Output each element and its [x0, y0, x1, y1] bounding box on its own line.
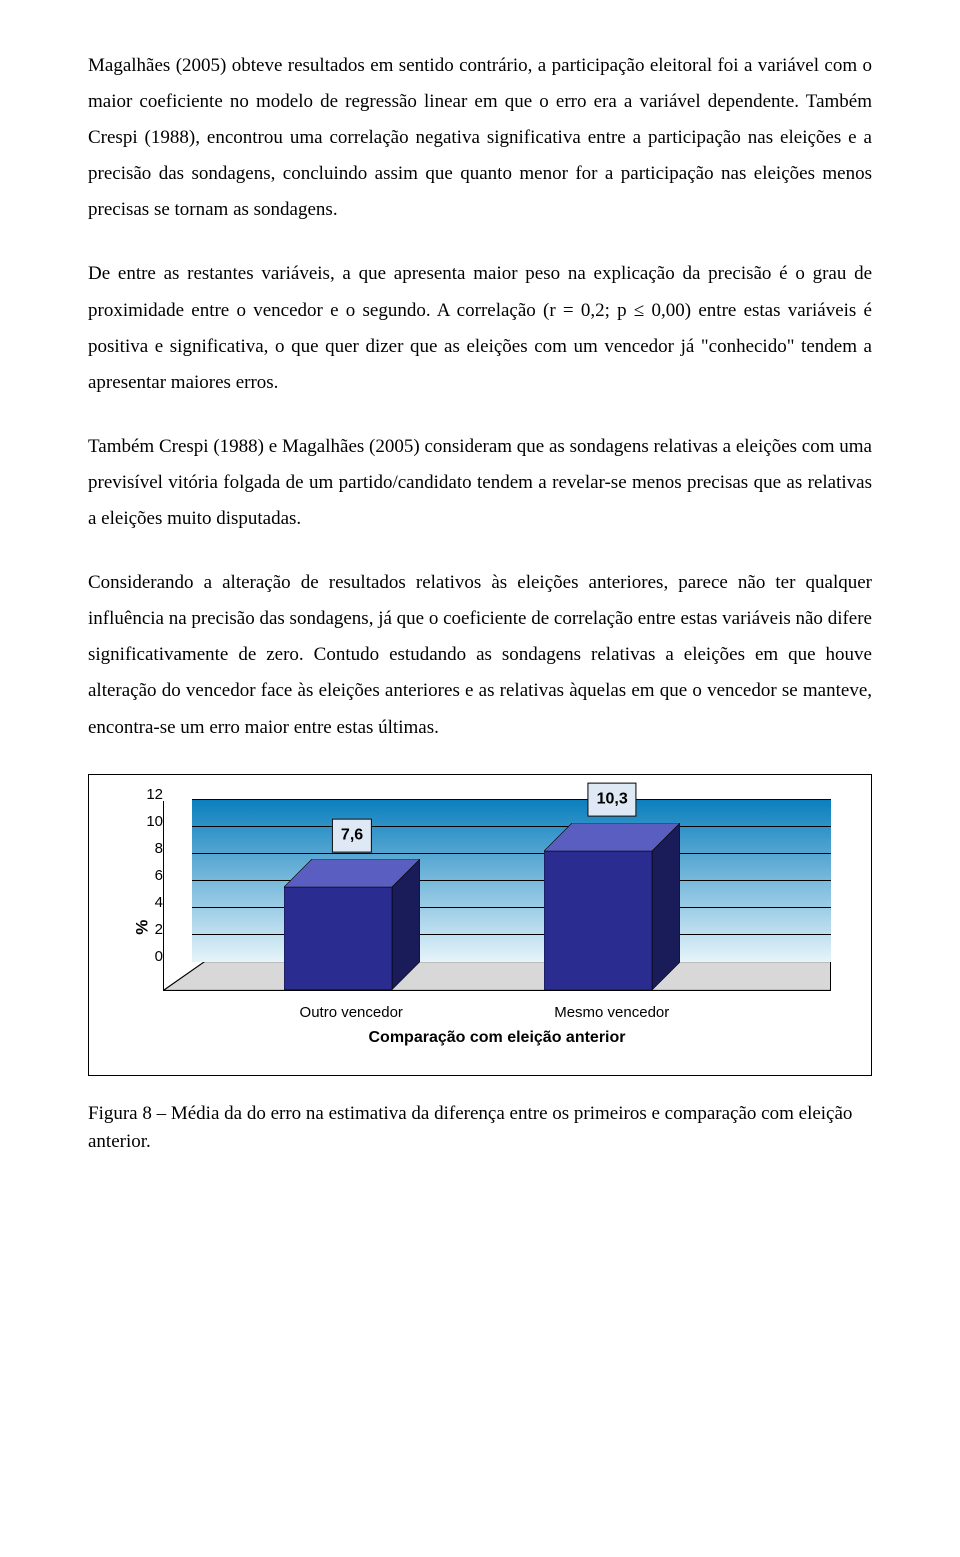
chart-ytick-label: 6: [155, 862, 163, 891]
paragraph-1: Magalhães (2005) obteve resultados em se…: [88, 48, 872, 228]
paragraph-3: Também Crespi (1988) e Magalhães (2005) …: [88, 429, 872, 537]
chart-ytick-label: 8: [155, 835, 163, 864]
chart-plot-area: 7,6 10,3: [163, 801, 831, 991]
chart-floor: [164, 962, 831, 990]
chart-ytick-label: 10: [146, 808, 163, 837]
chart-gridline: [192, 799, 831, 800]
paragraph-2: De entre as restantes variáveis, a que a…: [88, 256, 872, 400]
chart-ytick-label: 4: [155, 889, 163, 918]
chart-bar: 7,6: [284, 859, 420, 990]
bar-chart: % 121086420 7,610,3 Outro vencedorMesmo …: [88, 774, 872, 1076]
chart-ytick-label: 0: [155, 943, 163, 972]
chart-xtick-label: Mesmo vencedor: [544, 999, 680, 1028]
chart-ytick-label: 2: [155, 916, 163, 945]
chart-bar-value-label: 7,6: [332, 819, 372, 853]
chart-xlabel: Comparação com eleição anterior: [163, 1013, 831, 1053]
chart-xtick-label: Outro vencedor: [283, 999, 419, 1028]
paragraph-4: Considerando a alteração de resultados r…: [88, 565, 872, 745]
chart-ytick-label: 12: [146, 781, 163, 810]
chart-bar-value-label: 10,3: [588, 782, 637, 816]
chart-gridline: [192, 826, 831, 827]
chart-gridline: [192, 853, 831, 854]
chart-bar: 10,3: [544, 823, 680, 990]
figure-caption: Figura 8 – Média da do erro na estimativ…: [88, 1100, 872, 1157]
chart-xticks: Outro vencedorMesmo vencedor: [163, 991, 831, 1013]
